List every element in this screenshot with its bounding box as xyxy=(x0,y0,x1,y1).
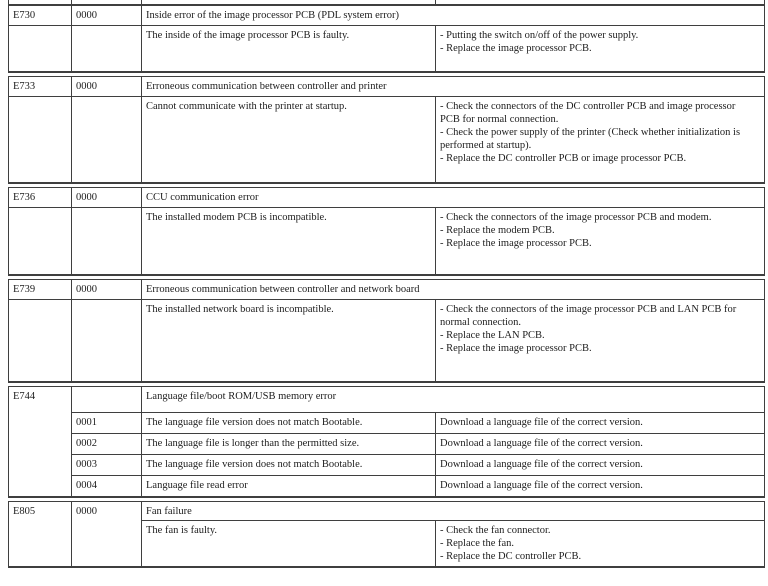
remedy-line: - Replace the fan. xyxy=(440,538,515,549)
error-table: E730 0000 Inside error of the image proc… xyxy=(8,0,765,571)
remedy-cell: - Check the connectors of the image proc… xyxy=(435,207,764,274)
remedy-cell: Download a language file of the correct … xyxy=(435,475,764,496)
remedy-cell: Download a language file of the correct … xyxy=(435,412,764,433)
error-block-e744: E744 Language file/boot ROM/USB memory e… xyxy=(8,386,765,498)
remedy-line: - Putting the switch on/off of the power… xyxy=(440,30,639,41)
remedy-line: - Check the power supply of the printer … xyxy=(440,127,741,151)
remedy-line: - Replace the DC controller PCB or image… xyxy=(440,153,687,164)
remedy-line: - Replace the DC controller PCB. xyxy=(440,551,582,562)
empty-cell xyxy=(71,96,141,182)
remedy-line: - Replace the image processor PCB. xyxy=(440,43,592,54)
remedy-line: - Replace the image processor PCB. xyxy=(440,343,592,354)
subcode-cell: 0003 xyxy=(71,454,141,475)
cause-cell: The language file is longer than the per… xyxy=(141,433,435,454)
cause-cell: Cannot communicate with the printer at s… xyxy=(141,96,435,182)
error-title-cell: Language file/boot ROM/USB memory error xyxy=(141,387,764,412)
remedy-line: - Check the connectors of the DC control… xyxy=(440,101,736,125)
subcode-cell: 0002 xyxy=(71,433,141,454)
cause-cell: The language file version does not match… xyxy=(141,412,435,433)
error-code-cell: E730 xyxy=(13,10,36,21)
remedy-line: - Replace the image processor PCB. xyxy=(440,238,592,249)
error-block-e733: E733 0000 Erroneous communication betwee… xyxy=(8,76,765,184)
error-block-e736: E736 0000 CCU communication error The in… xyxy=(8,187,765,276)
empty-cell xyxy=(9,207,71,274)
remedy-cell: Download a language file of the correct … xyxy=(435,454,764,475)
error-code-cell: E744 xyxy=(13,391,36,402)
error-code-cell: E733 xyxy=(13,81,36,92)
subcode-cell: 0000 xyxy=(71,188,141,207)
empty-cell xyxy=(9,96,71,182)
empty-cell xyxy=(9,299,71,381)
subcode-cell: 0001 xyxy=(71,412,141,433)
remedy-line: - Replace the modem PCB. xyxy=(440,225,555,236)
subcode-cell: 0000 xyxy=(71,280,141,299)
empty-cell xyxy=(141,0,435,4)
error-title-cell: Inside error of the image processor PCB … xyxy=(141,6,764,25)
error-code-cell: E736 xyxy=(13,192,36,203)
error-title-cell: CCU communication error xyxy=(141,188,764,207)
remedy-line: - Check the connectors of the image proc… xyxy=(440,212,712,223)
cause-cell: The language file version does not match… xyxy=(141,454,435,475)
remedy-cell: Download a language file of the correct … xyxy=(435,433,764,454)
error-code-cell: E805 xyxy=(13,506,36,517)
empty-cell xyxy=(435,0,764,4)
subcode-cell: 0000 xyxy=(71,6,141,25)
empty-cell xyxy=(9,0,71,4)
error-title-cell: Erroneous communication between controll… xyxy=(141,77,764,96)
error-title-cell: Erroneous communication between controll… xyxy=(141,280,764,299)
remedy-cell: - Check the connectors of the DC control… xyxy=(435,96,764,182)
error-block-e805: E805 0000 Fan failure The fan is faulty.… xyxy=(8,501,765,568)
remedy-cell: - Check the fan connector. - Replace the… xyxy=(435,520,764,566)
subcode-cell: 0004 xyxy=(71,475,141,496)
table-top-sliver xyxy=(8,0,765,5)
remedy-line: - Replace the LAN PCB. xyxy=(440,330,545,341)
empty-cell xyxy=(71,25,141,71)
cause-cell: The inside of the image processor PCB is… xyxy=(141,25,435,71)
error-block-e739: E739 0000 Erroneous communication betwee… xyxy=(8,279,765,383)
subcode-cell xyxy=(71,387,141,412)
cause-cell: The fan is faulty. xyxy=(141,520,435,566)
error-title-cell: Fan failure xyxy=(141,502,764,520)
empty-cell xyxy=(9,25,71,71)
cause-cell: The installed modem PCB is incompatible. xyxy=(141,207,435,274)
empty-cell xyxy=(71,0,141,4)
cause-cell: The installed network board is incompati… xyxy=(141,299,435,381)
subcode-cell: 0000 xyxy=(71,502,141,566)
error-code-cell: E739 xyxy=(13,284,36,295)
remedy-line: - Check the fan connector. xyxy=(440,525,551,536)
remedy-cell: - Putting the switch on/off of the power… xyxy=(435,25,764,71)
subcode-cell: 0000 xyxy=(71,77,141,96)
empty-cell xyxy=(71,207,141,274)
empty-cell xyxy=(71,299,141,381)
remedy-line: - Check the connectors of the image proc… xyxy=(440,304,737,328)
error-block-e730: E730 0000 Inside error of the image proc… xyxy=(8,5,765,73)
cause-cell: Language file read error xyxy=(141,475,435,496)
remedy-cell: - Check the connectors of the image proc… xyxy=(435,299,764,381)
